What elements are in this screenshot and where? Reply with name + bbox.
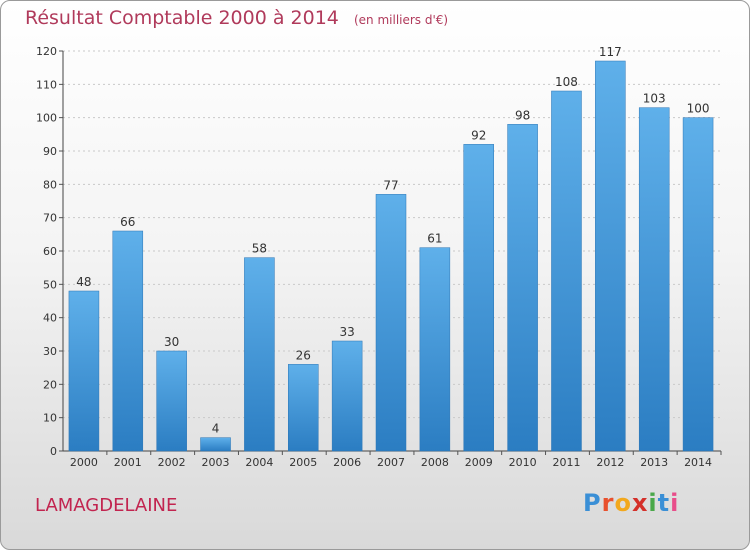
y-tick-label: 20 (43, 378, 57, 391)
bar-value-label: 108 (555, 75, 578, 89)
x-tick-label: 2007 (377, 456, 405, 469)
x-tick-label: 2012 (596, 456, 624, 469)
chart-title: Résultat Comptable 2000 à 2014 (en milli… (25, 7, 448, 29)
logo-letter: o (614, 489, 632, 517)
bar (419, 247, 451, 452)
bar-value-label: 30 (164, 335, 179, 349)
y-tick-label: 90 (43, 145, 57, 158)
bar (682, 117, 714, 452)
y-tick-label: 110 (36, 78, 57, 91)
x-tick-label: 2011 (552, 456, 580, 469)
town-name: LAMAGDELAINE (35, 495, 178, 516)
y-tick-label: 30 (43, 345, 57, 358)
bar (244, 257, 275, 452)
x-tick-label: 2013 (640, 456, 668, 469)
x-tick-label: 2000 (70, 456, 98, 469)
x-tick-label: 2001 (114, 456, 142, 469)
x-tick-label: 2005 (289, 456, 317, 469)
y-tick-label: 60 (43, 245, 57, 258)
bar-value-label: 98 (515, 108, 530, 122)
bar-value-label: 66 (120, 215, 135, 229)
x-tick-label: 2009 (465, 456, 493, 469)
bar (507, 124, 538, 452)
bar-value-label: 61 (427, 232, 442, 246)
logo-letter: i (670, 489, 680, 517)
bar-value-label: 33 (339, 325, 354, 339)
y-tick-label: 0 (50, 445, 57, 458)
bar (112, 230, 144, 452)
bar (595, 60, 626, 452)
y-tick-label: 70 (43, 212, 57, 225)
x-tick-label: 2003 (202, 456, 230, 469)
bar (156, 350, 187, 452)
y-tick-label: 80 (43, 178, 57, 191)
y-tick-label: 120 (36, 45, 57, 58)
bar-value-label: 92 (471, 128, 486, 142)
logo-letter: t (657, 489, 671, 517)
y-tick-label: 40 (43, 312, 57, 325)
x-tick-label: 2002 (158, 456, 186, 469)
chart-title-text: Résultat Comptable 2000 à 2014 (25, 7, 339, 29)
bar (68, 290, 100, 452)
proxiti-logo: Proxiti (583, 489, 679, 517)
logo-letter: x (631, 489, 649, 517)
bar (551, 90, 582, 452)
x-tick-label: 2008 (421, 456, 449, 469)
bar (463, 144, 494, 452)
x-tick-label: 2006 (333, 456, 361, 469)
bar-value-label: 26 (296, 348, 311, 362)
bar-value-label: 103 (643, 92, 666, 106)
bar (331, 340, 363, 452)
chart-unit-label: (en milliers d'€) (353, 13, 449, 27)
bar-value-label: 100 (687, 102, 710, 116)
logo-letter: i (648, 489, 658, 517)
x-tick-label: 2010 (509, 456, 537, 469)
bar-value-label: 117 (599, 45, 622, 59)
y-tick-label: 10 (43, 412, 57, 425)
y-tick-label: 100 (36, 112, 57, 125)
bar (638, 107, 670, 452)
bar (200, 437, 231, 452)
x-tick-label: 2004 (245, 456, 273, 469)
bar-value-label: 77 (383, 178, 398, 192)
logo-letter: P (583, 489, 602, 517)
bar (375, 194, 407, 452)
x-tick-label: 2014 (684, 456, 712, 469)
y-tick-label: 50 (43, 278, 57, 291)
bar-value-label: 48 (76, 275, 91, 289)
bar-value-label: 4 (212, 422, 220, 436)
bar (288, 364, 319, 452)
bar-value-label: 58 (252, 242, 267, 256)
logo-letter: r (601, 489, 615, 517)
